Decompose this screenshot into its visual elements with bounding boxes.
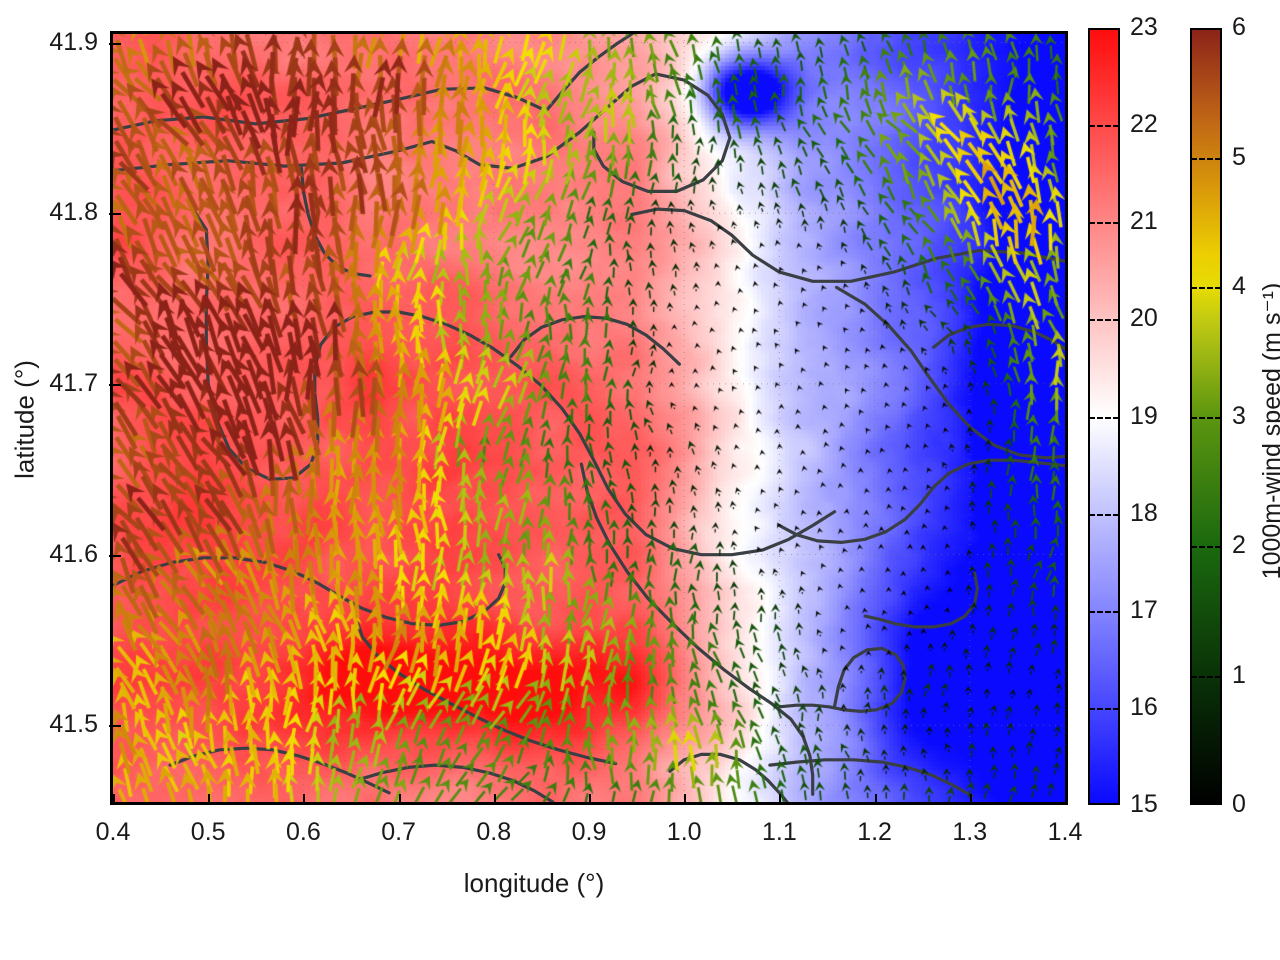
temperature-colorbar-tick xyxy=(1089,707,1119,710)
temperature-colorbar-tick xyxy=(1089,513,1119,516)
x-tick-label: 0.7 xyxy=(381,818,416,846)
y-axis-title: latitude (°) xyxy=(9,360,40,479)
map-layers xyxy=(113,34,1065,802)
y-tick-mark xyxy=(109,42,121,45)
temperature-colorbar-tick-label: 15 xyxy=(1130,790,1158,818)
wind-vector-layer xyxy=(113,34,1065,802)
wind-colorbar-title: 1000m-wind speed (m s⁻¹) xyxy=(1258,282,1280,580)
x-tick-mark xyxy=(589,794,591,805)
temperature-colorbar-tick-label: 19 xyxy=(1130,401,1158,430)
y-tick-label: 41.8 xyxy=(49,198,98,227)
temperature-colorbar-tick xyxy=(1089,416,1119,419)
temperature-colorbar-tick-label: 16 xyxy=(1130,692,1158,721)
x-tick-label: 1.3 xyxy=(952,818,988,846)
y-tick-label: 41.6 xyxy=(49,539,98,568)
x-tick-label: 0.9 xyxy=(571,818,607,846)
x-tick-label: 0.6 xyxy=(286,818,321,846)
temperature-colorbar-tick xyxy=(1089,319,1119,322)
x-axis-title: longitude (°) xyxy=(463,868,605,898)
temperature-colorbar-tick-label: 22 xyxy=(1130,110,1158,139)
x-tick-mark xyxy=(398,794,401,805)
wind-colorbar-tick-label: 2 xyxy=(1232,531,1246,559)
temperature-colorbar-tick-label: 17 xyxy=(1130,595,1158,624)
x-tick-label: 1.1 xyxy=(762,818,797,846)
y-tick-label: 41.7 xyxy=(49,368,98,397)
wind-colorbar-tick xyxy=(1191,416,1221,419)
wind-colorbar-tick xyxy=(1191,675,1221,678)
temperature-colorbar-tick xyxy=(1089,610,1119,613)
x-tick-mark xyxy=(969,794,972,805)
x-tick-mark xyxy=(684,794,687,805)
temperature-colorbar-tick-label: 21 xyxy=(1130,207,1158,236)
x-tick-mark xyxy=(113,794,115,805)
map-plot-area[interactable] xyxy=(110,31,1068,805)
wind-colorbar-tick-label: 5 xyxy=(1232,142,1246,171)
wind-colorbar-tick-label: 3 xyxy=(1232,401,1246,430)
temperature-colorbar-tick xyxy=(1089,222,1119,225)
temperature-colorbar-tick-label: 23 xyxy=(1130,13,1158,41)
x-tick-label: 0.5 xyxy=(190,818,226,846)
temperature-colorbar-tick-label: 18 xyxy=(1130,498,1158,527)
x-tick-label: 1.4 xyxy=(1047,818,1083,846)
x-tick-mark xyxy=(1065,794,1067,805)
x-tick-mark xyxy=(493,794,496,805)
wind-colorbar-tick xyxy=(1191,157,1221,160)
wind-colorbar-tick xyxy=(1191,546,1221,548)
y-tick-mark xyxy=(109,725,121,728)
wind-colorbar-tick-label: 0 xyxy=(1232,790,1246,818)
x-tick-mark xyxy=(208,794,211,805)
x-tick-mark xyxy=(779,794,782,805)
x-tick-mark xyxy=(874,794,877,805)
x-tick-label: 1.2 xyxy=(857,818,892,846)
y-tick-label: 41.9 xyxy=(49,27,98,56)
temperature-colorbar-tick-label: 20 xyxy=(1130,304,1158,333)
temperature-colorbar-tick xyxy=(1089,125,1119,128)
x-tick-label: 0.4 xyxy=(95,818,131,846)
y-tick-label: 41.5 xyxy=(49,710,98,739)
y-tick-mark xyxy=(109,383,121,386)
y-tick-mark xyxy=(109,213,121,216)
wind-colorbar-tick-label: 1 xyxy=(1232,660,1246,689)
wind-colorbar-tick-label: 4 xyxy=(1232,272,1246,300)
wind-colorbar-tick xyxy=(1191,287,1221,289)
x-tick-label: 0.8 xyxy=(476,818,512,846)
wind-colorbar-tick-label: 6 xyxy=(1232,13,1246,41)
y-tick-mark xyxy=(109,554,121,557)
x-tick-mark xyxy=(303,794,306,805)
x-tick-label: 1.0 xyxy=(666,818,702,846)
